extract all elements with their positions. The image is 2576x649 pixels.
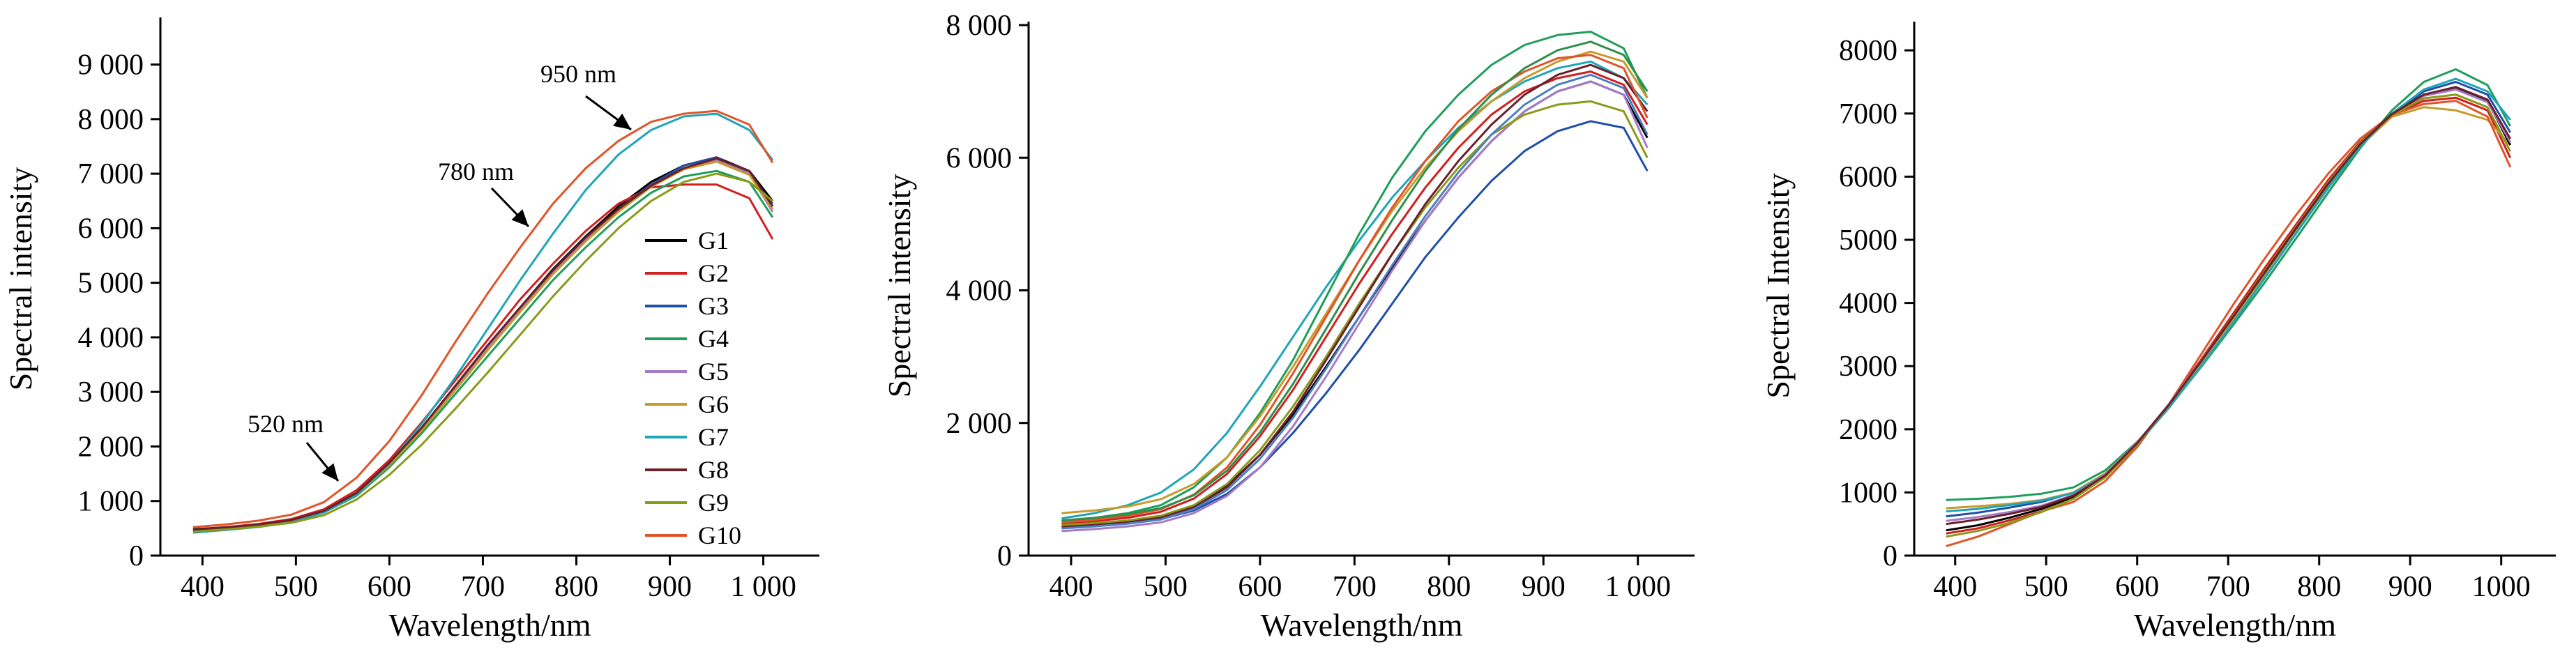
x-tick-label: 600 xyxy=(2115,571,2159,603)
legend: G1 G2 G3 G4 G5 G6 G7 G8 G9 G10 xyxy=(645,227,741,549)
y-axis-label: Spectral Intensity xyxy=(1760,173,1796,398)
annotation-label: 950 nm xyxy=(540,60,616,88)
series-line-trace-9 xyxy=(1061,63,1649,528)
x-tick-label: 700 xyxy=(461,571,505,603)
series-line-trace-3 xyxy=(1946,81,2512,518)
y-tick-label: 7000 xyxy=(1839,98,1897,130)
series-line-trace-4 xyxy=(1946,106,2511,510)
x-tick-label: 1000 xyxy=(2472,571,2531,603)
x-tick-label: 500 xyxy=(2024,571,2068,603)
chart-panel-left: 0 1 000 2 000 3 000 4 000 5 000 6 000 7 000 8 00… xyxy=(3,17,819,643)
x-tick-label: 600 xyxy=(1238,571,1282,603)
x-tick-label: 800 xyxy=(1427,571,1471,603)
y-tick-label: 4 000 xyxy=(78,322,144,354)
x-tick-label: 700 xyxy=(1333,571,1377,603)
x-tick-label: 500 xyxy=(1144,571,1188,603)
legend-label-g3: G3 xyxy=(698,292,729,320)
y-tick-label: 0 xyxy=(997,540,1012,572)
y-tick-label: 2 000 xyxy=(946,408,1013,440)
series-line-trace-7 xyxy=(1946,77,2511,513)
legend-label-g2: G2 xyxy=(698,259,729,287)
annotation-arrow-head xyxy=(511,209,529,227)
series-line-trace-7 xyxy=(1061,80,1649,533)
series-line-g10 xyxy=(192,109,774,528)
x-tick-label: 700 xyxy=(2206,571,2250,603)
y-tick-label: 9 000 xyxy=(78,49,144,82)
x-tick-label: 500 xyxy=(274,571,318,603)
series-line-trace-6 xyxy=(1946,87,2512,532)
y-tick-label: 5000 xyxy=(1839,224,1897,257)
y-tick-label: 4 000 xyxy=(946,275,1013,307)
series-line-g8 xyxy=(192,157,774,531)
x-tick-label: 800 xyxy=(2297,571,2341,603)
y-tick-label: 5 000 xyxy=(78,268,144,300)
series-line-g3 xyxy=(192,156,774,532)
y-tick-label: 3000 xyxy=(1839,351,1897,383)
x-axis-label: Wavelength/nm xyxy=(1260,607,1462,643)
legend-label-g4: G4 xyxy=(698,325,729,353)
series-line-trace-10 xyxy=(1061,54,1649,524)
y-tick-label: 0 xyxy=(1883,540,1897,572)
legend-label-g1: G1 xyxy=(698,227,729,254)
x-tick-label: 400 xyxy=(1049,571,1093,603)
y-tick-label: 1 000 xyxy=(78,486,144,518)
series-line-g1 xyxy=(192,156,774,530)
y-tick-label: 0 xyxy=(129,540,144,572)
y-tick-label: 1000 xyxy=(1839,477,1897,509)
series-line-trace-12 xyxy=(1061,40,1649,522)
x-tick-label: 600 xyxy=(368,571,411,603)
legend-label-g10: G10 xyxy=(698,521,741,549)
series-line-trace-6 xyxy=(1061,80,1649,527)
series-group xyxy=(1946,68,2512,547)
annotation-label: 780 nm xyxy=(438,158,514,185)
series-line-trace-8 xyxy=(1946,88,2512,522)
y-tick-label: 6000 xyxy=(1839,161,1897,193)
series-line-trace-11 xyxy=(1061,73,1649,530)
series-line-g9 xyxy=(192,172,773,533)
y-axis-label: Spectral intensity xyxy=(881,174,917,398)
y-tick-label: 2 000 xyxy=(78,431,144,463)
x-axis-label: Wavelength/nm xyxy=(388,607,591,643)
annotation-label: 520 nm xyxy=(248,410,324,438)
legend-label-g8: G8 xyxy=(698,456,729,484)
legend-label-g6: G6 xyxy=(698,390,729,418)
x-tick-label: 900 xyxy=(648,571,692,603)
legend-label-g5: G5 xyxy=(698,358,729,385)
y-tick-label: 7 000 xyxy=(78,158,144,190)
series-line-trace-4 xyxy=(1061,70,1649,525)
x-tick-label: 900 xyxy=(2388,571,2432,603)
series-line-trace-1 xyxy=(1061,60,1649,520)
y-tick-label: 8000 xyxy=(1839,35,1897,67)
x-tick-label: 800 xyxy=(554,571,598,603)
legend-label-g7: G7 xyxy=(698,423,729,451)
y-axis-label: Spectral intensity xyxy=(3,167,38,391)
series-line-trace-9 xyxy=(1946,93,2512,538)
y-tick-label: 6 000 xyxy=(946,142,1013,174)
series-line-trace-2 xyxy=(1061,31,1649,522)
x-tick-label: 1 000 xyxy=(1605,571,1671,603)
series-group xyxy=(1061,31,1649,533)
chart-panel-middle: 0 2 000 4 000 6 000 8 000 400 500 600 700 800 900 1… xyxy=(881,10,1695,643)
series-line-trace-2 xyxy=(1946,96,2512,535)
series-line-trace-10 xyxy=(1946,86,2512,526)
annotation-arrow-head xyxy=(613,113,631,130)
series-line-trace-1 xyxy=(1946,68,2512,501)
x-tick-label: 400 xyxy=(1933,571,1977,603)
x-tick-label: 400 xyxy=(181,571,225,603)
series-line-trace-8 xyxy=(1061,100,1649,526)
legend-label-g9: G9 xyxy=(698,489,729,517)
series-group xyxy=(192,109,774,534)
y-tick-label: 4000 xyxy=(1839,288,1897,320)
annotation-arrow-head xyxy=(321,463,338,481)
y-tick-label: 8 000 xyxy=(946,10,1013,42)
x-axis-label: Wavelength/nm xyxy=(2134,607,2336,643)
x-tick-label: 900 xyxy=(1522,571,1566,603)
chart-panel-right: 0 1000 2000 3000 4000 5000 6000 7000 8000 400 500 6… xyxy=(1760,22,2556,643)
y-tick-label: 8 000 xyxy=(78,104,144,136)
x-tick-label: 1 000 xyxy=(730,571,796,603)
y-tick-label: 6 000 xyxy=(78,213,144,245)
y-tick-label: 2000 xyxy=(1839,414,1897,446)
y-tick-label: 3 000 xyxy=(78,376,144,409)
